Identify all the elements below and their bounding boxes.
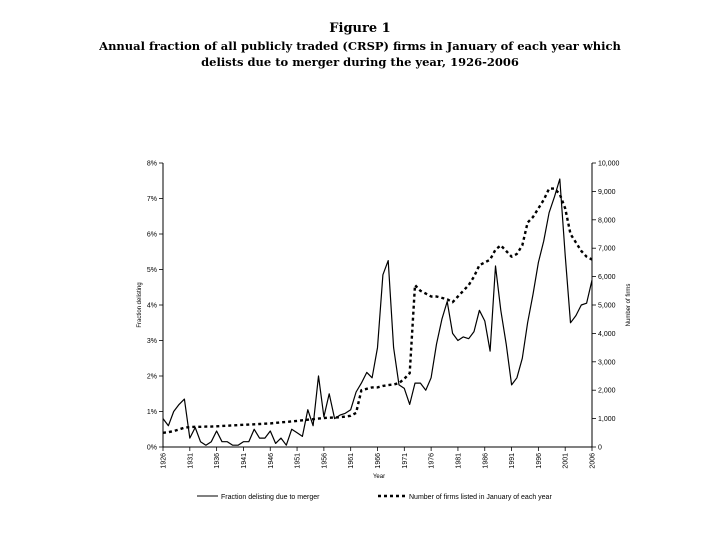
figure-caption-line-2: delists due to merger during the year, 1… [201, 55, 519, 69]
x-tick-label: 1946 [268, 453, 275, 469]
y-right-tick-label: 0 [598, 445, 602, 452]
chart-axes [162, 163, 593, 448]
x-tick-label: 1936 [214, 453, 221, 469]
y-left-tick-label: 5% [147, 267, 157, 274]
x-tick-label: 1926 [161, 453, 168, 469]
y-left-axis-label: Fraction delisting [137, 282, 143, 327]
x-tick-label: 1956 [321, 453, 328, 469]
x-tick-label: 2001 [563, 453, 570, 469]
y-right-tick-label: 1,000 [598, 416, 616, 423]
x-axis: 1926 1931 1936 1941 1946 1951 1956 1961 1966 1971… [161, 447, 597, 469]
x-tick-label: 1971 [402, 453, 409, 469]
legend: Fraction delisting due to merger Number … [197, 494, 552, 501]
series-layer [162, 178, 593, 446]
x-tick-label: 1986 [482, 453, 489, 469]
series-number-of-firms-line [162, 187, 593, 434]
x-tick-label: 1931 [187, 453, 194, 469]
y-left-tick-label: 8% [147, 161, 157, 168]
x-tick-label: 2006 [590, 453, 597, 469]
x-axis-label: Year [373, 474, 385, 480]
y-right-tick-label: 3,000 [598, 359, 616, 366]
y-right-tick-label: 4,000 [598, 331, 616, 338]
y-left-tick-label: 0% [147, 445, 157, 452]
figure-title-block: Figure 1 Annual fraction of all publicly… [0, 20, 720, 70]
legend-label-fraction: Fraction delisting due to merger [221, 494, 320, 501]
x-tick-label: 1981 [455, 453, 462, 469]
y-right-tick-label: 8,000 [598, 217, 616, 224]
x-tick-label: 1941 [241, 453, 248, 469]
y-right-tick-label: 2,000 [598, 388, 616, 395]
y-left-tick-label: 7% [147, 196, 157, 203]
y-right-tick-label: 10,000 [598, 161, 620, 168]
series-fraction-delisting-line [162, 178, 593, 446]
x-tick-label: 1996 [536, 453, 543, 469]
x-tick-label: 1966 [375, 453, 382, 469]
y-left-tick-label: 2% [147, 374, 157, 381]
y-left-tick-label: 1% [147, 409, 157, 416]
x-tick-label: 1951 [295, 453, 302, 469]
x-tick-label: 1976 [429, 453, 436, 469]
legend-label-firms: Number of firms listed in January of eac… [409, 494, 552, 501]
y-right-axis: 0 1,000 2,000 3,000 4,000 5,000 6,000 7,000 8,00… [592, 161, 620, 452]
y-right-axis-label: Number of firms [626, 284, 632, 327]
figure-caption-line-1: Annual fraction of all publicly traded (… [99, 39, 621, 53]
x-tick-label: 1991 [509, 453, 516, 469]
y-left-tick-label: 4% [147, 303, 157, 310]
figure-label: Figure 1 [329, 21, 391, 36]
y-right-tick-label: 5,000 [598, 303, 616, 310]
y-right-tick-label: 9,000 [598, 189, 616, 196]
y-left-tick-label: 3% [147, 338, 157, 345]
y-left-tick-label: 6% [147, 232, 157, 239]
y-right-tick-label: 6,000 [598, 274, 616, 281]
x-tick-label: 1961 [348, 453, 355, 469]
y-left-axis: 0% 1% 2% 3% 4% 5% 6% 7% 8% [147, 161, 163, 452]
y-right-tick-label: 7,000 [598, 246, 616, 253]
